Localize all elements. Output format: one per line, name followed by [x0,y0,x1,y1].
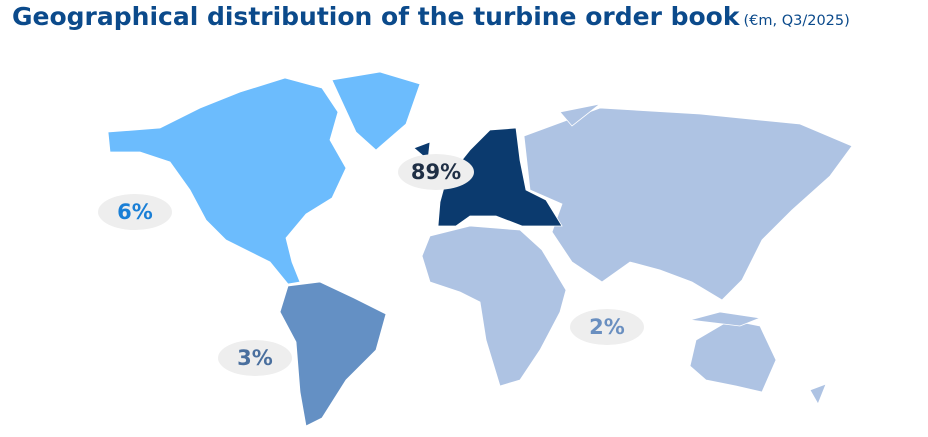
south-america [279,281,387,427]
header: Geographical distribution of the turbine… [12,2,850,31]
australia [689,319,777,393]
greenland [331,71,421,151]
label-pill [218,340,292,376]
subtitle: (€m, Q3/2025) [743,13,850,29]
region-label: 3% [237,346,273,370]
europe [413,127,563,227]
region-label: 89% [411,160,461,184]
islands [559,103,827,405]
asia [523,107,853,301]
continents [107,71,853,427]
label-pill [98,194,172,230]
region-label: 2% [589,315,625,339]
label-pill [570,309,644,345]
label-pill [398,154,474,190]
africa [421,225,567,387]
region-label: 6% [117,200,153,224]
title: Geographical distribution of the turbine… [12,2,740,31]
north-america [107,77,347,285]
